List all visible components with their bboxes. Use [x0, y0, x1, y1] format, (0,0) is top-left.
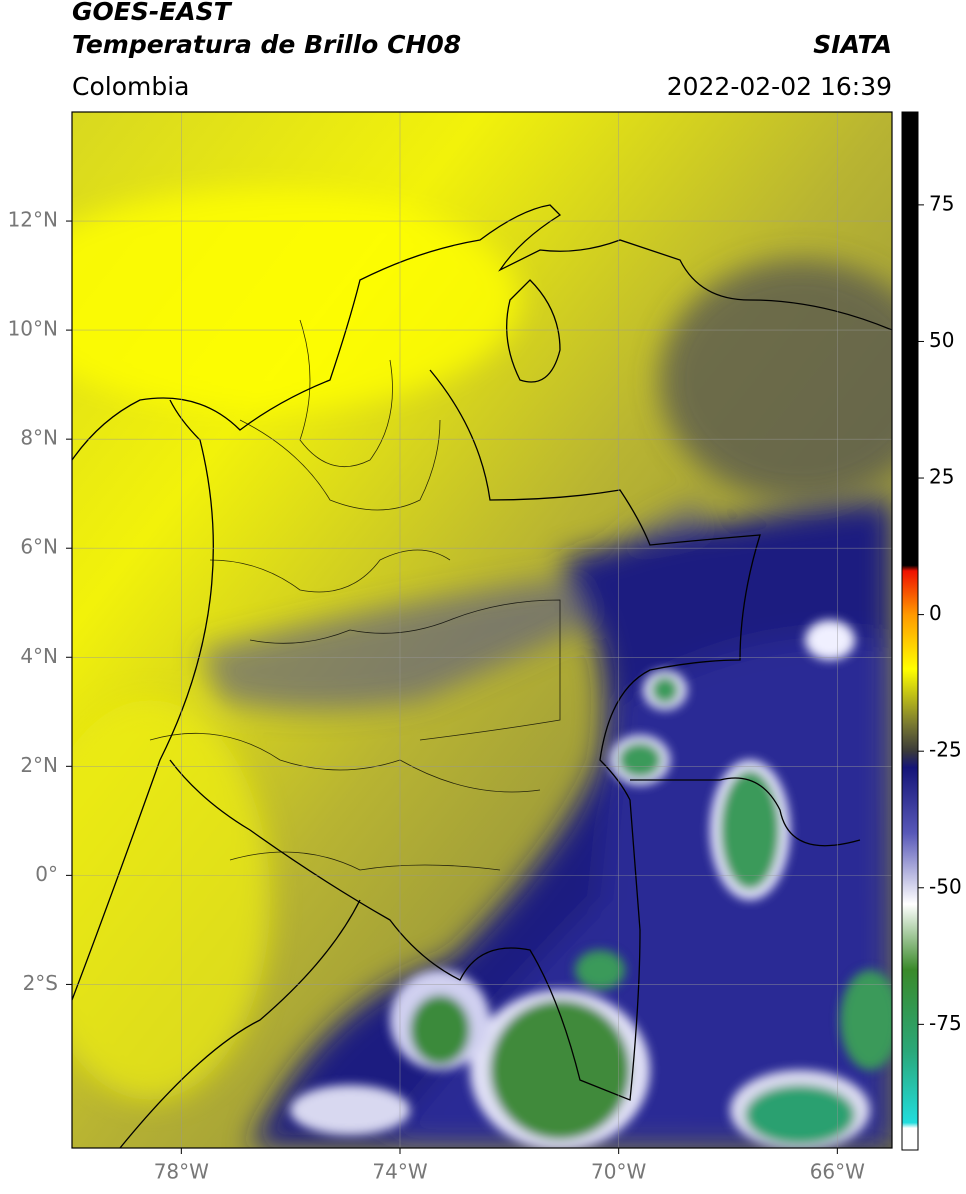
colorbar-tick-label: -75	[929, 1011, 962, 1035]
satellite-image	[72, 112, 892, 1148]
lat-tick-label: 8°N	[20, 426, 58, 450]
subtitle: Temperatura de Brillo CH08	[72, 30, 461, 59]
lon-tick-label: 66°W	[810, 1160, 865, 1184]
colorbar-tick-label: 75	[929, 191, 954, 215]
lon-tick-label: 74°W	[372, 1160, 427, 1184]
region: Colombia	[72, 72, 189, 101]
lon-tick-label: 70°W	[591, 1160, 646, 1184]
colorbar-tick-label: 50	[929, 328, 954, 352]
colorbar-tick-label: -50	[929, 874, 962, 898]
colorbar-tick-label: 25	[929, 465, 954, 489]
title: GOES-EAST	[72, 0, 233, 26]
colorbar-tick-label: -25	[929, 738, 962, 762]
lat-tick-label: 4°N	[20, 644, 58, 668]
colorbar	[901, 111, 919, 1151]
grid	[72, 112, 892, 1148]
source: SIATA	[813, 30, 892, 59]
map-frame	[71, 111, 893, 1149]
lat-tick-label: 6°N	[20, 535, 58, 559]
lat-tick-label: 2°S	[23, 971, 58, 995]
lon-tick-label: 78°W	[154, 1160, 209, 1184]
lat-tick-label: 10°N	[8, 317, 58, 341]
lat-tick-label: 12°N	[8, 208, 58, 232]
lat-tick-label: 0°	[35, 862, 58, 886]
datetime: 2022-02-02 16:39	[667, 72, 892, 101]
colorbar-tick-label: 0	[929, 601, 942, 625]
lat-tick-label: 2°N	[20, 753, 58, 777]
